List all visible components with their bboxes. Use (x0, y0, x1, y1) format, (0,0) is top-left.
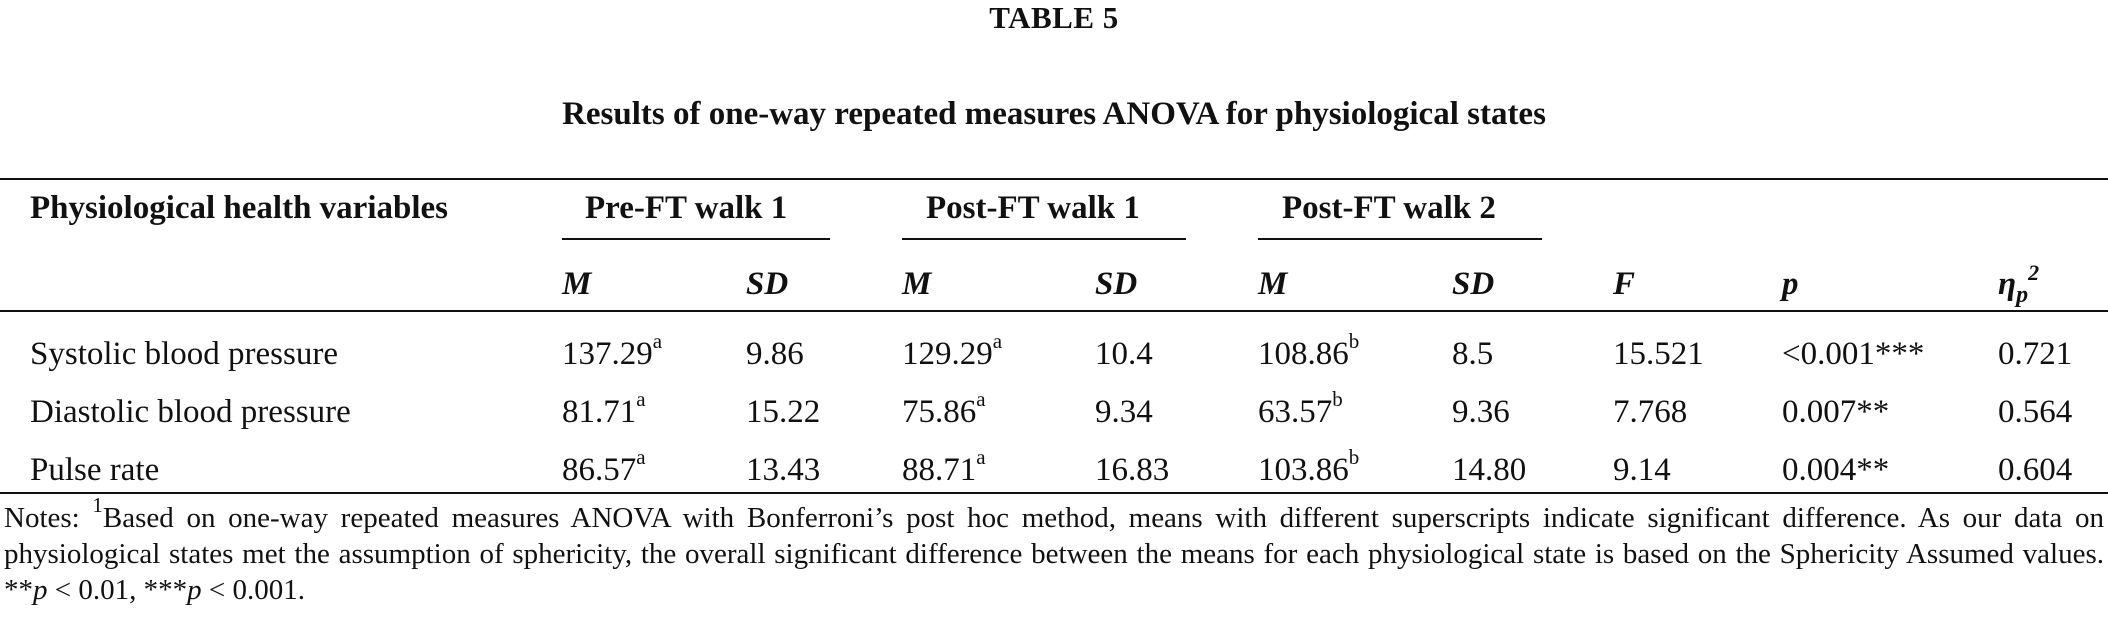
cell-eta: 0.604 (1998, 452, 2073, 488)
subheader-post1-m: M (902, 266, 932, 302)
cell-eta: 0.564 (1998, 394, 2073, 430)
cell-post1-m: 88.71a (902, 445, 986, 489)
subheader-post2-m: M (1258, 266, 1288, 302)
cell-post2-m: 108.86b (1258, 329, 1360, 373)
table-caption: Results of one-way repeated measures ANO… (562, 96, 1546, 132)
header-rule (0, 310, 2108, 312)
cell-pre-m: 81.71a (562, 387, 646, 431)
cell-post2-sd: 9.36 (1452, 394, 1510, 430)
header-group-pre-ft-walk-1: Pre-FT walk 1 (585, 190, 788, 226)
cell-post2-sd: 8.5 (1452, 336, 1494, 372)
group-underline-post1 (902, 238, 1186, 240)
row-variable: Pulse rate (30, 452, 160, 488)
group-underline-post2 (1258, 238, 1542, 240)
subheader-f: F (1613, 266, 1636, 302)
subheader-pre-m: M (562, 266, 592, 302)
cell-pre-sd: 13.43 (746, 452, 821, 488)
header-group-post-ft-walk-2: Post-FT walk 2 (1282, 190, 1496, 226)
cell-post1-sd: 16.83 (1095, 452, 1170, 488)
cell-pre-m: 137.29a (562, 329, 663, 373)
cell-post2-m: 63.57b (1258, 387, 1343, 431)
cell-eta: 0.721 (1998, 336, 2073, 372)
cell-post2-m: 103.86b (1258, 445, 1360, 489)
table-label: TABLE 5 (989, 0, 1119, 35)
header-group-post-ft-walk-1: Post-FT walk 1 (926, 190, 1140, 226)
cell-post1-sd: 9.34 (1095, 394, 1153, 430)
subheader-eta: ηp2 (1998, 260, 2040, 308)
cell-pre-sd: 15.22 (746, 394, 821, 430)
cell-p: <0.001*** (1782, 336, 1925, 372)
cell-pre-sd: 9.86 (746, 336, 804, 372)
subheader-p: p (1782, 266, 1799, 302)
cell-pre-m: 86.57a (562, 445, 646, 489)
cell-post1-m: 75.86a (902, 387, 986, 431)
subheader-post2-sd: SD (1452, 266, 1495, 302)
cell-p: 0.007** (1782, 394, 1890, 430)
group-underline-pre (562, 238, 830, 240)
cell-post1-m: 129.29a (902, 329, 1003, 373)
bottom-rule (0, 492, 2108, 494)
row-variable: Diastolic blood pressure (30, 394, 351, 430)
cell-post2-sd: 14.80 (1452, 452, 1527, 488)
subheader-pre-sd: SD (746, 266, 789, 302)
subheader-post1-sd: SD (1095, 266, 1138, 302)
top-rule (0, 178, 2108, 180)
cell-f: 9.14 (1613, 452, 1671, 488)
cell-f: 7.768 (1613, 394, 1688, 430)
cell-p: 0.004** (1782, 452, 1890, 488)
header-variable: Physiological health variables (30, 190, 449, 226)
table-notes: Notes: 1Based on one-way repeated measur… (4, 493, 2104, 606)
cell-post1-sd: 10.4 (1095, 336, 1153, 372)
row-variable: Systolic blood pressure (30, 336, 338, 372)
cell-f: 15.521 (1613, 336, 1704, 372)
